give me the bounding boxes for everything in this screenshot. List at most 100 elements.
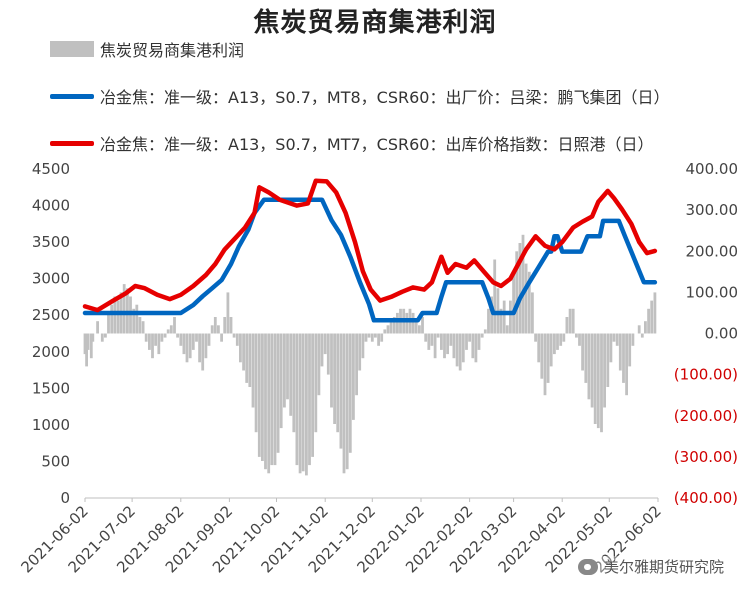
profit-bar xyxy=(339,333,343,449)
profit-bar xyxy=(254,333,258,433)
profit-bar xyxy=(571,308,575,334)
profit-bar xyxy=(166,329,170,334)
profit-bar xyxy=(320,333,324,367)
profit-bar xyxy=(345,333,349,470)
profit-bar xyxy=(91,333,95,342)
profit-bar xyxy=(383,329,387,334)
price-lines xyxy=(82,178,658,323)
profit-bar xyxy=(490,296,493,334)
profit-bar xyxy=(455,333,459,367)
profit-bar xyxy=(348,333,352,453)
profit-bar xyxy=(477,333,481,350)
profit-bar xyxy=(593,333,597,424)
profit-bar xyxy=(515,251,519,334)
profit-bar xyxy=(518,243,522,334)
y-right-tick-label: 100.00 xyxy=(686,283,739,301)
profit-bar xyxy=(499,308,503,334)
profit-bar xyxy=(628,333,632,367)
profit-bar xyxy=(411,312,415,334)
profit-bar xyxy=(229,317,233,334)
profit-bar xyxy=(201,333,205,371)
profit-bar xyxy=(609,333,613,363)
profit-bar xyxy=(182,333,186,355)
profit-bar xyxy=(540,333,544,379)
profit-bar xyxy=(305,333,308,476)
profit-bar xyxy=(157,333,161,355)
profit-bar xyxy=(471,333,475,359)
y-right-tick-label: (200.00) xyxy=(674,407,738,425)
profit-bar xyxy=(245,333,249,383)
profit-bar xyxy=(396,312,399,334)
profit-bar xyxy=(509,300,512,334)
profit-bar xyxy=(446,333,449,355)
profit-bar xyxy=(487,308,490,334)
y-left-tick-label: 4000 xyxy=(32,197,70,215)
profit-bar xyxy=(640,333,644,338)
lvliang-price-line xyxy=(82,197,658,323)
profit-bar xyxy=(622,333,625,383)
profit-bar xyxy=(380,333,384,342)
y-left-tick-label: 500 xyxy=(41,452,70,470)
profit-bar xyxy=(427,333,431,350)
profit-bar xyxy=(612,333,616,342)
profit-bar xyxy=(549,333,553,367)
profit-bar xyxy=(204,333,208,359)
profit-bar xyxy=(148,333,151,350)
profit-bar xyxy=(279,333,283,429)
profit-bar xyxy=(367,333,371,338)
profit-bar xyxy=(430,333,434,346)
profit-bar xyxy=(392,317,396,334)
profit-bar xyxy=(217,325,220,334)
profit-bar xyxy=(505,325,509,334)
profit-bar xyxy=(301,333,305,472)
y-left-tick-label: 1500 xyxy=(32,379,70,397)
profit-bar xyxy=(364,333,368,342)
profit-bar xyxy=(213,317,217,334)
profit-bar xyxy=(474,333,478,363)
watermark-text: 美尔雅期货研究院 xyxy=(603,558,724,576)
profit-bar xyxy=(440,333,443,350)
wechat-icon xyxy=(577,558,598,575)
profit-bar xyxy=(289,333,293,416)
profit-bar xyxy=(292,333,296,433)
y-left-tick-label: 3000 xyxy=(32,270,70,288)
y-right-tick-label: 300.00 xyxy=(686,201,739,219)
profit-bar xyxy=(220,333,223,342)
profit-bar xyxy=(647,308,650,334)
profit-bar xyxy=(615,333,619,346)
profit-bar xyxy=(86,333,90,350)
profit-bar xyxy=(154,333,157,346)
profit-bar xyxy=(590,333,594,408)
chart-title: 焦炭贸易商集港利润 xyxy=(253,8,497,38)
profit-bar xyxy=(531,292,534,334)
profit-bar xyxy=(650,300,654,334)
profit-bar xyxy=(160,333,164,342)
profit-bar xyxy=(424,333,428,342)
profit-bar xyxy=(436,333,440,338)
profit-bar xyxy=(537,333,541,363)
legend-label-rizhao: 冶金焦：准一级：A13，S0.7，MT7，CSR60：出库价格指数：日照港（日） xyxy=(100,135,654,154)
profit-bar xyxy=(257,333,261,457)
y-right-tick-label: (400.00) xyxy=(674,489,738,507)
profit-bar xyxy=(242,333,245,371)
profit-bar xyxy=(223,317,227,334)
profit-bar xyxy=(461,333,465,363)
y-left-tick-label: 1000 xyxy=(32,416,70,434)
profit-bar xyxy=(96,321,99,334)
profit-bar xyxy=(370,333,374,342)
profit-bar xyxy=(261,333,264,461)
legend-item-lvliang: 冶金焦：准一级：A13，S0.7，MT8，CSR60：出厂价：吕梁：鹏飞集团（日… xyxy=(50,81,669,111)
profit-bar xyxy=(468,333,471,342)
profit-bar xyxy=(276,333,280,453)
profit-bar xyxy=(414,321,418,334)
legend-item-rizhao: 冶金焦：准一级：A13，S0.7，MT7，CSR60：出库价格指数：日照港（日） xyxy=(50,128,653,158)
profit-bar xyxy=(107,312,110,334)
profit-bar xyxy=(578,333,581,346)
profit-bar xyxy=(298,333,302,474)
profit-bar xyxy=(502,300,506,334)
profit-bar xyxy=(138,317,142,334)
profit-bar xyxy=(85,333,88,367)
profit-bar xyxy=(110,304,114,334)
profit-bar xyxy=(465,333,468,350)
watermark: 美尔雅期货研究院 xyxy=(577,556,724,577)
